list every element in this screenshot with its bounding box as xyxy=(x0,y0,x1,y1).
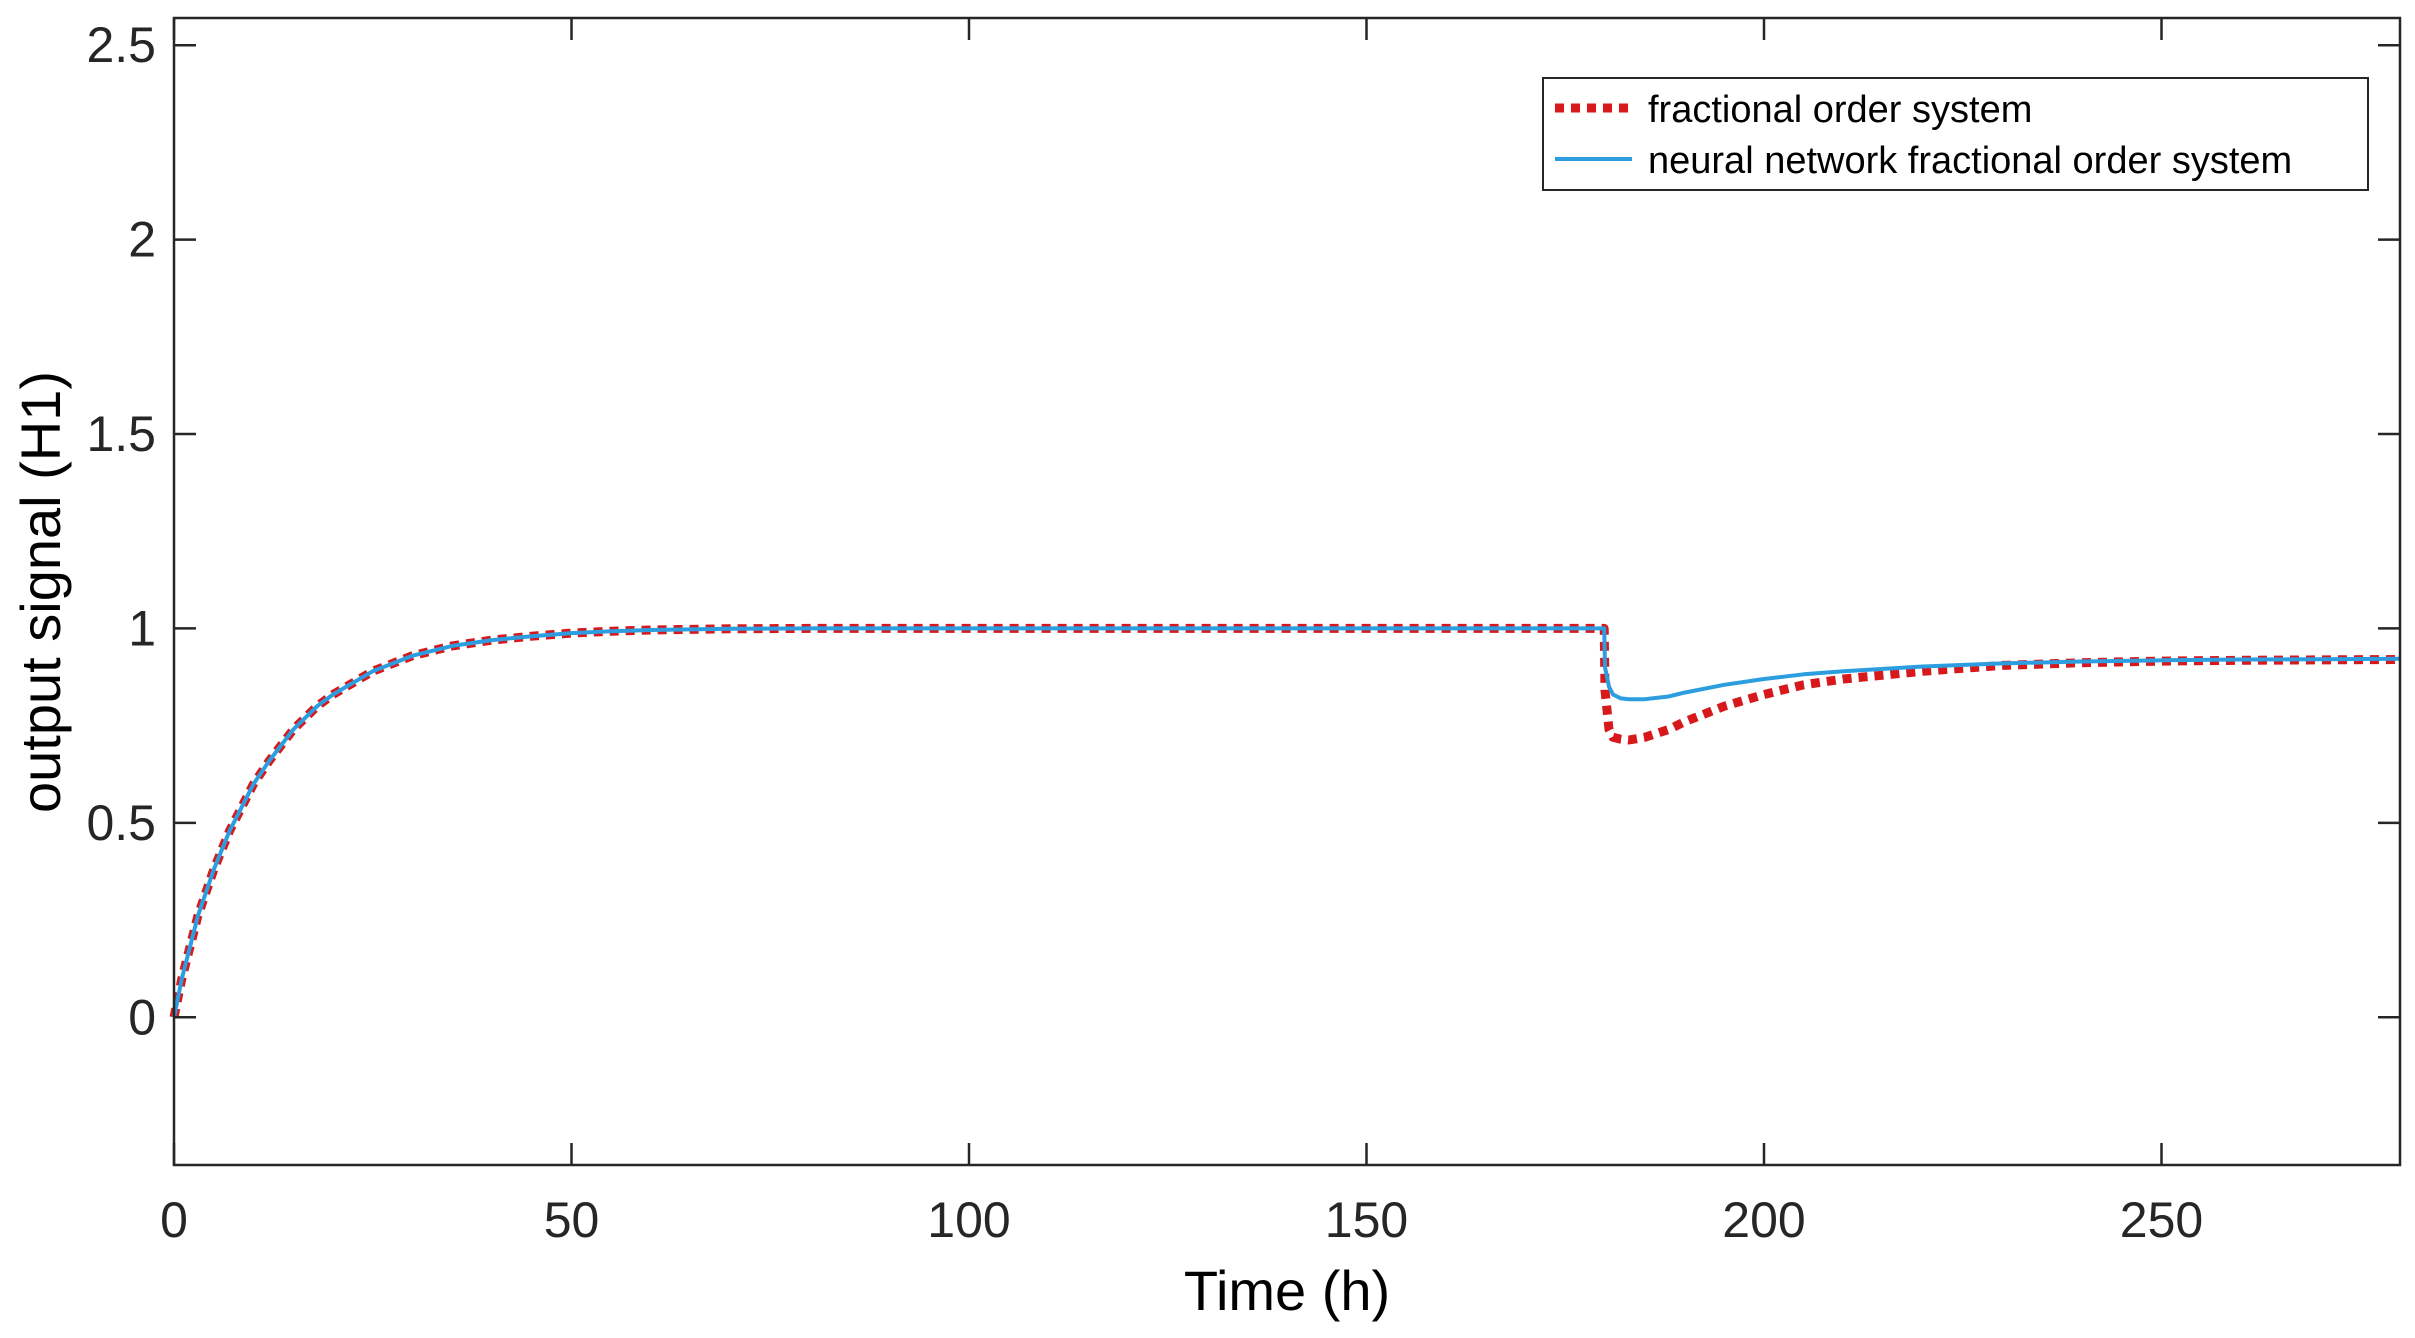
y-tick-label: 2 xyxy=(128,212,156,268)
x-tick-label: 0 xyxy=(160,1192,188,1248)
legend-box xyxy=(1542,77,2369,191)
y-tick-label: 2.5 xyxy=(86,17,156,73)
legend: fractional order system neural network f… xyxy=(1542,77,2369,191)
x-tick-label: 100 xyxy=(927,1192,1010,1248)
x-tick-label: 150 xyxy=(1325,1192,1408,1248)
legend-label-fractional-order-system: fractional order system xyxy=(1648,89,2032,131)
y-tick-label: 0 xyxy=(128,989,156,1045)
y-axis-title: output signal (H1) xyxy=(9,371,72,813)
y-tick-label: 1.5 xyxy=(86,406,156,462)
x-axis-title: Time (h) xyxy=(1184,1259,1390,1322)
y-tick-label: 1 xyxy=(128,600,156,656)
x-tick-label: 200 xyxy=(1722,1192,1805,1248)
series-line-neural-network-fractional-order-system xyxy=(172,626,2401,1018)
legend-label-neural-network-fractional-order-system: neural network fractional order system xyxy=(1648,140,2292,182)
series-layer xyxy=(169,623,2401,1019)
x-tick-label: 50 xyxy=(544,1192,600,1248)
x-tick-label: 250 xyxy=(2120,1192,2203,1248)
axes-box xyxy=(172,16,2402,1167)
plot-area xyxy=(174,18,2400,1165)
y-tick-label: 0.5 xyxy=(86,795,156,851)
ticks-layer: 0 50 100 150 200 250 0 0.5 1 1.5 2 2.5 xyxy=(86,17,2400,1248)
